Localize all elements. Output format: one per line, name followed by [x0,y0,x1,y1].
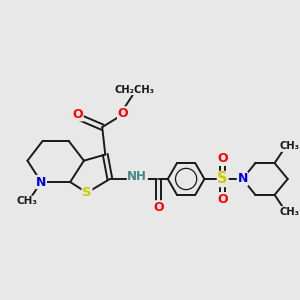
Text: CH₂CH₃: CH₂CH₃ [114,85,154,94]
Text: N: N [237,172,248,185]
Text: NH: NH [128,170,147,183]
Text: CH₃: CH₃ [16,196,37,206]
Text: O: O [73,108,83,121]
Text: N: N [36,176,46,188]
Text: O: O [218,193,228,206]
Text: CH₃: CH₃ [279,141,299,151]
Text: O: O [153,201,164,214]
Text: O: O [118,107,128,120]
Text: CH₃: CH₃ [279,207,299,217]
Text: O: O [218,152,228,165]
Text: S: S [218,172,228,187]
Text: S: S [82,186,92,199]
